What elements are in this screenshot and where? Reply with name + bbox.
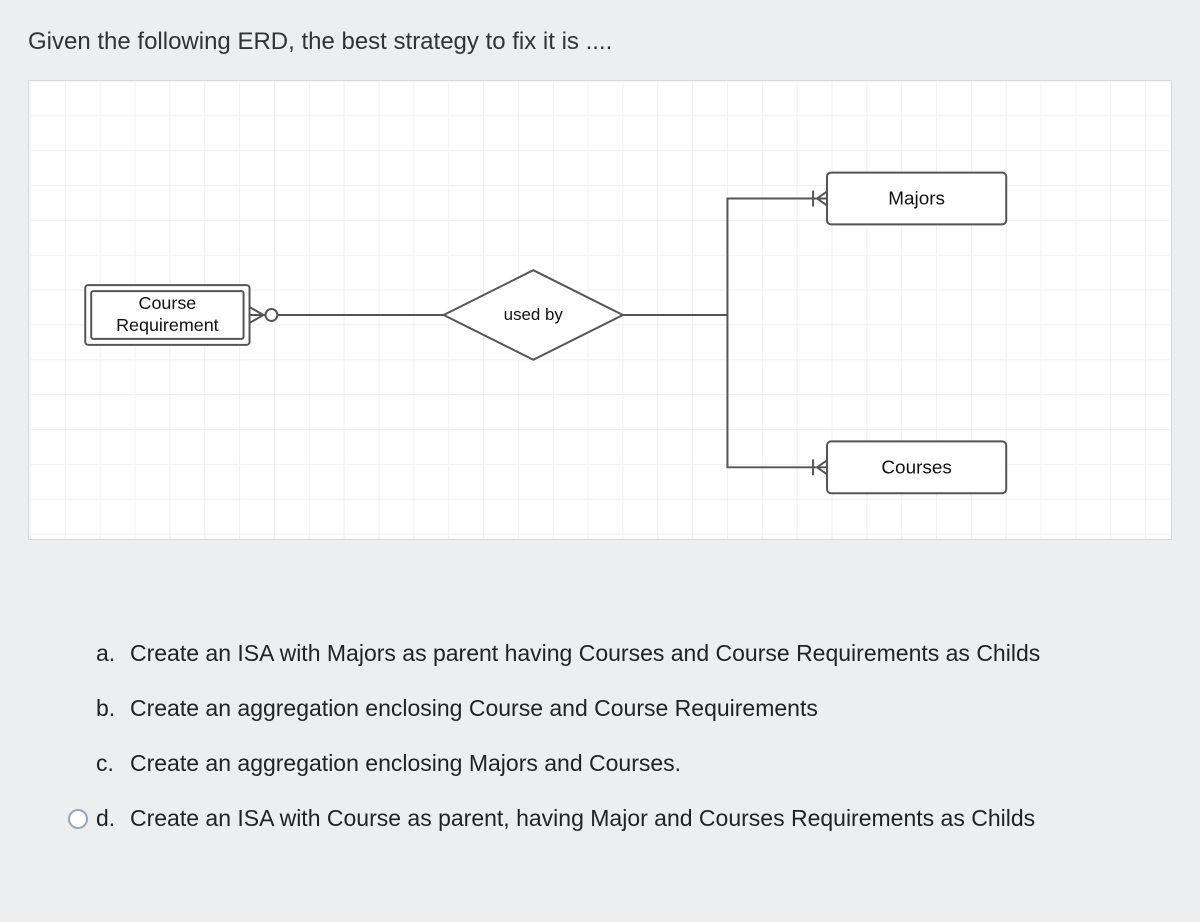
answer-options: a. Create an ISA with Majors as parent h… [60, 640, 1160, 860]
erd-diagram: CourseRequirement used by Majors Courses [28, 80, 1172, 540]
svg-text:used by: used by [504, 305, 564, 324]
erd-svg: CourseRequirement used by Majors Courses [29, 81, 1171, 539]
option-letter: c. [96, 750, 130, 777]
option-letter: b. [96, 695, 130, 722]
option-text: Create an aggregation enclosing Course a… [130, 695, 1160, 722]
radio-slot-d [60, 809, 96, 829]
question-text: Given the following ERD, the best strate… [28, 28, 612, 56]
svg-text:Majors: Majors [888, 188, 945, 209]
option-text: Create an ISA with Majors as parent havi… [130, 640, 1160, 667]
radio-icon[interactable] [68, 809, 88, 829]
option-d[interactable]: d. Create an ISA with Course as parent, … [60, 805, 1160, 832]
svg-text:Requirement: Requirement [116, 315, 219, 335]
option-a[interactable]: a. Create an ISA with Majors as parent h… [60, 640, 1160, 667]
option-text: Create an aggregation enclosing Majors a… [130, 750, 1160, 777]
question-page: Given the following ERD, the best strate… [0, 0, 1200, 922]
option-text: Create an ISA with Course as parent, hav… [130, 805, 1160, 832]
svg-text:Course: Course [139, 293, 197, 313]
option-letter: d. [96, 805, 130, 832]
svg-text:Courses: Courses [881, 457, 951, 478]
option-b[interactable]: b. Create an aggregation enclosing Cours… [60, 695, 1160, 722]
option-letter: a. [96, 640, 130, 667]
option-c[interactable]: c. Create an aggregation enclosing Major… [60, 750, 1160, 777]
